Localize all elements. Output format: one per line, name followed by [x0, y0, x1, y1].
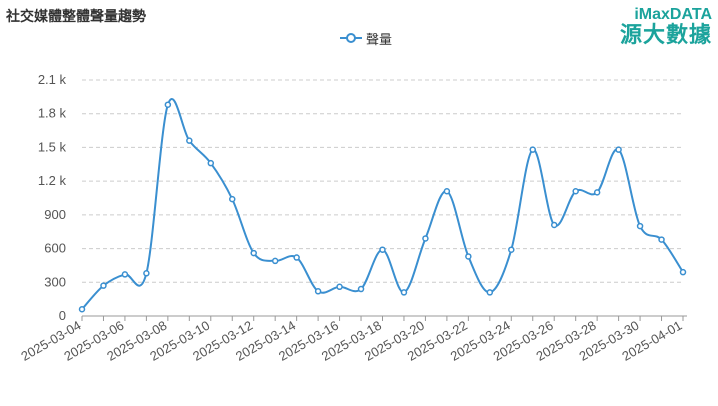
data-point — [636, 222, 644, 230]
y-tick-label: 0 — [59, 308, 66, 323]
data-point — [336, 283, 343, 291]
data-point — [443, 188, 451, 195]
legend-line-marker-icon — [340, 33, 362, 43]
data-point — [508, 246, 515, 253]
data-point — [400, 289, 408, 296]
data-point — [164, 101, 172, 108]
data-point — [615, 146, 622, 153]
data-point — [679, 268, 687, 276]
data-point — [229, 195, 236, 203]
data-point — [186, 137, 193, 144]
data-point — [550, 221, 558, 229]
data-point — [357, 285, 365, 293]
data-point — [529, 146, 536, 153]
legend-item-series[interactable]: 聲量 — [340, 30, 393, 48]
brand-logo: iMaxDATA 源大數據 — [620, 6, 712, 48]
data-point — [78, 306, 86, 313]
data-point — [250, 249, 257, 257]
data-point — [465, 253, 472, 260]
brand-logo-subtitle: 源大數據 — [619, 23, 712, 48]
y-tick-label: 1.5 k — [38, 139, 67, 154]
legend-label: 聲量 — [366, 32, 393, 48]
data-point — [658, 236, 665, 243]
y-tick-label: 600 — [44, 241, 66, 256]
data-point — [422, 235, 429, 242]
y-tick-label: 1.2 k — [38, 173, 67, 188]
data-point — [572, 188, 579, 195]
y-tick-label: 1.8 k — [38, 106, 67, 121]
brand-logo-name: iMaxDATA — [634, 6, 712, 23]
data-point — [207, 159, 215, 167]
chart-title: 社交媒體整體聲量趨勢 — [6, 9, 146, 25]
data-point — [486, 289, 494, 296]
y-tick-label: 2.1 k — [38, 72, 67, 87]
data-point — [593, 189, 601, 196]
data-point — [379, 246, 386, 253]
data-point — [121, 271, 129, 278]
data-point — [271, 257, 279, 265]
y-tick-label: 300 — [44, 274, 66, 289]
data-point — [314, 288, 322, 295]
y-tick-label: 900 — [44, 207, 66, 222]
series-line — [81, 98, 684, 310]
data-point — [100, 282, 107, 289]
data-point — [143, 270, 150, 277]
data-point — [293, 254, 300, 261]
